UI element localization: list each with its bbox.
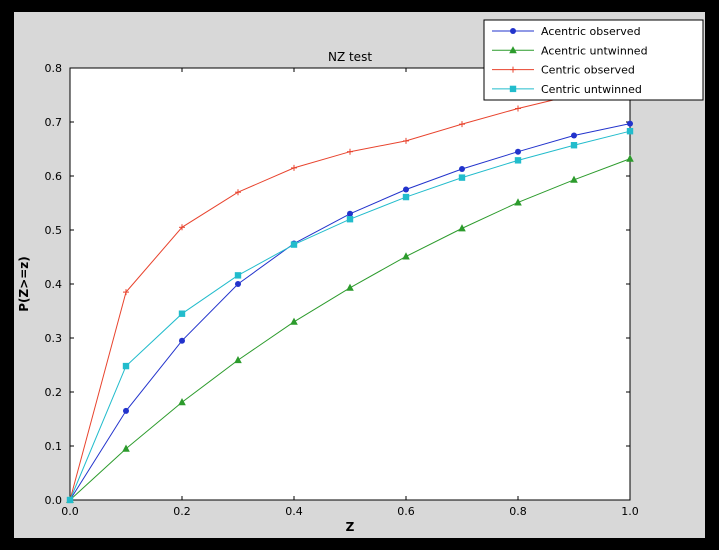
marker-triangle [509, 46, 517, 54]
marker-circle [627, 120, 633, 127]
y-axis-label: P(Z>=z) [17, 256, 31, 312]
marker-triangle [122, 444, 130, 452]
series-markers-centric-untwinned [66, 127, 634, 504]
x-tick-label: 0.8 [509, 505, 527, 518]
y-tick-label: 0.7 [45, 116, 63, 129]
x-tick-label: 1.0 [621, 505, 639, 518]
marker-circle [515, 148, 521, 155]
y-tick-label: 0.3 [45, 332, 63, 345]
marker-triangle [626, 154, 634, 162]
marker-triangle [234, 355, 242, 364]
marker-triangle [570, 175, 578, 183]
marker-square [290, 241, 298, 248]
marker-circle [235, 281, 241, 287]
legend-box [483, 19, 704, 101]
legend-entry: Centric untwinned [492, 83, 642, 96]
y-tick-label: 0.2 [45, 386, 63, 399]
marker-square [66, 496, 74, 504]
marker-square [626, 127, 634, 135]
marker-triangle [346, 283, 354, 291]
x-tick-label: 0.6 [397, 505, 415, 518]
x-axis-label: Z [346, 520, 355, 534]
marker-triangle [178, 398, 186, 406]
legend-entry: Acentric observed [492, 25, 641, 38]
marker-triangle [290, 317, 298, 325]
marker-triangle [514, 198, 522, 206]
x-tick-label: 0.2 [173, 505, 191, 518]
marker-square [122, 362, 130, 370]
series-markers-acentric-untwinned [66, 154, 634, 503]
marker-triangle [402, 252, 410, 260]
marker-square [509, 85, 517, 93]
marker-square [458, 174, 466, 181]
marker-square [346, 216, 354, 223]
marker-circle [179, 337, 185, 344]
chart-title: NZ test [328, 50, 372, 64]
plot-layer: 0.0 0.2 0.4 0.6 0.8 1.0 0.0 0.1 0.2 0.3 0.4 0.5 0.6 0… [45, 62, 639, 518]
y-tick-label: 0.5 [45, 224, 63, 237]
y-tick-label: 0.0 [45, 494, 63, 507]
x-tick-label: 0.0 [61, 505, 79, 518]
legend-label: Acentric untwinned [541, 44, 648, 57]
marker-circle [403, 186, 409, 193]
marker-square [570, 142, 578, 149]
y-tick-label: 0.6 [45, 170, 63, 183]
y-tick-label: 0.1 [45, 440, 63, 453]
legend-label: Acentric observed [541, 25, 641, 38]
marker-square [402, 193, 410, 201]
marker-circle [571, 132, 577, 139]
legend: Acentric observed Acentric untwinned Centr… [483, 19, 704, 101]
legend-entry: Acentric untwinned [492, 44, 648, 57]
y-tick-label: 0.4 [45, 278, 63, 291]
marker-circle [459, 165, 465, 172]
legend-label: Centric untwinned [541, 83, 642, 96]
x-tick-label: 0.4 [285, 505, 303, 518]
marker-square [514, 157, 522, 164]
marker-circle [123, 407, 129, 414]
marker-square [178, 310, 186, 317]
marker-circle [347, 210, 353, 217]
marker-circle [510, 28, 516, 34]
marker-triangle [458, 224, 466, 232]
marker-square [234, 272, 242, 279]
legend-entry: Centric observed [492, 64, 635, 77]
legend-label: Centric observed [541, 64, 635, 77]
y-tick-label: 0.8 [45, 62, 63, 75]
